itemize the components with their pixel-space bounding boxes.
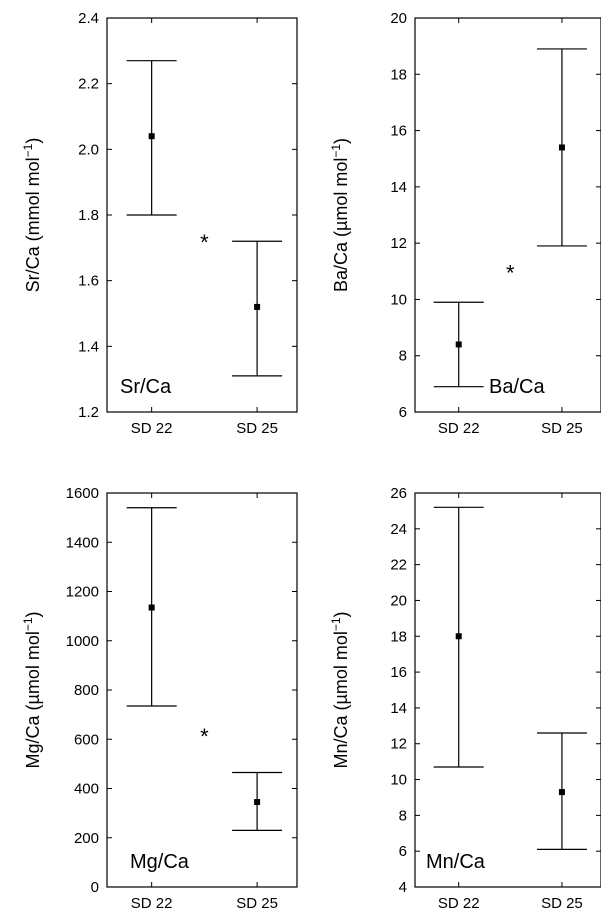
x-tick-label: SD 22 bbox=[131, 895, 173, 912]
y-tick-label: 14 bbox=[390, 700, 407, 717]
y-tick-label: 6 bbox=[399, 843, 407, 860]
y-tick-label: 2.2 bbox=[78, 76, 99, 93]
x-tick-label: SD 22 bbox=[438, 895, 480, 912]
y-axis-label-close: ) bbox=[23, 138, 43, 144]
y-tick-label: 600 bbox=[74, 731, 99, 748]
y-tick-label: 1000 bbox=[66, 633, 99, 650]
y-tick-label: 1600 bbox=[66, 485, 99, 502]
y-axis-label-main: Mn/Ca (µmol mol bbox=[331, 631, 351, 768]
x-tick-label: SD 22 bbox=[131, 420, 173, 437]
y-axis-label-main: Mg/Ca (µmol mol bbox=[23, 631, 43, 768]
y-tick-label: 200 bbox=[74, 830, 99, 847]
mean-point bbox=[455, 341, 462, 348]
x-tick-label: SD 25 bbox=[236, 895, 278, 912]
y-tick-label: 2.0 bbox=[78, 141, 99, 158]
panel-label: Mn/Ca bbox=[426, 851, 486, 873]
y-tick-label: 8 bbox=[399, 348, 407, 365]
panel-label: Mg/Ca bbox=[130, 851, 190, 873]
y-axis-label-main: Ba/Ca (µmol mol bbox=[331, 158, 351, 292]
x-tick-label: SD 25 bbox=[236, 420, 278, 437]
mean-point bbox=[148, 604, 155, 611]
y-tick-label: 4 bbox=[399, 879, 407, 896]
y-tick-label: 1.6 bbox=[78, 273, 99, 290]
y-tick-label: 12 bbox=[390, 736, 407, 753]
y-axis-label: Sr/Ca (mmol mol−1) bbox=[21, 138, 43, 293]
y-axis-label-superscript: −1 bbox=[329, 617, 343, 631]
y-axis-label-superscript: −1 bbox=[329, 144, 343, 158]
y-tick-label: 14 bbox=[390, 179, 407, 196]
y-tick-label: 18 bbox=[390, 628, 407, 645]
y-tick-label: 800 bbox=[74, 682, 99, 699]
y-tick-label: 400 bbox=[74, 781, 99, 798]
y-tick-label: 22 bbox=[390, 557, 407, 574]
y-axis-label-superscript: −1 bbox=[21, 617, 35, 631]
panel-2: 0 200 400 600 800 1000 1200 1400 1600 SD 22 SD 25 *… bbox=[21, 485, 298, 912]
y-tick-label: 24 bbox=[390, 521, 407, 538]
y-axis-label-superscript: −1 bbox=[21, 143, 35, 157]
y-tick-label: 2.4 bbox=[78, 10, 99, 27]
y-axis-label-main: Sr/Ca (mmol mol bbox=[23, 157, 43, 292]
y-tick-label: 20 bbox=[390, 10, 407, 27]
panel-label: Sr/Ca bbox=[120, 376, 172, 398]
y-tick-label: 1.8 bbox=[78, 207, 99, 224]
y-tick-label: 1.4 bbox=[78, 338, 99, 355]
x-tick-label: SD 25 bbox=[541, 420, 583, 437]
y-axis-label: Mg/Ca (µmol mol−1) bbox=[21, 611, 43, 768]
significance-star: * bbox=[200, 724, 209, 749]
panel-0: 1.2 1.4 1.6 1.8 2.0 2.2 2.4 SD 22 SD 25 * Sr/Ca Sr/… bbox=[21, 10, 298, 437]
mean-point bbox=[254, 303, 261, 310]
mean-point bbox=[148, 133, 155, 140]
y-tick-label: 12 bbox=[390, 235, 407, 252]
y-tick-label: 1.2 bbox=[78, 404, 99, 421]
y-tick-label: 10 bbox=[390, 772, 407, 789]
y-tick-label: 18 bbox=[390, 66, 407, 83]
y-tick-label: 16 bbox=[390, 664, 407, 681]
x-tick-label: SD 25 bbox=[541, 895, 583, 912]
y-axis-label: Ba/Ca (µmol mol−1) bbox=[329, 138, 351, 292]
plot-frame bbox=[414, 17, 601, 413]
y-tick-label: 26 bbox=[390, 485, 407, 502]
y-axis-label-close: ) bbox=[331, 138, 351, 144]
y-tick-label: 16 bbox=[390, 123, 407, 140]
plot-frame bbox=[106, 492, 298, 888]
y-tick-label: 20 bbox=[390, 592, 407, 609]
panel-3: 4 6 8 10 12 14 16 18 20 22 24 26 SD 22 SD 25 Mn/Ca Mn/C… bbox=[329, 485, 601, 912]
significance-star: * bbox=[506, 260, 515, 285]
y-tick-label: 0 bbox=[91, 879, 99, 896]
significance-star: * bbox=[200, 230, 209, 255]
y-axis-label: Mn/Ca (µmol mol−1) bbox=[329, 611, 351, 768]
y-tick-label: 1200 bbox=[66, 584, 99, 601]
y-tick-label: 6 bbox=[399, 404, 407, 421]
y-tick-label: 1400 bbox=[66, 534, 99, 551]
y-tick-label: 10 bbox=[390, 291, 407, 308]
plot-frame bbox=[414, 492, 601, 888]
y-axis-label-close: ) bbox=[23, 611, 43, 617]
mean-point bbox=[558, 144, 565, 151]
panel-1: 6 8 10 12 14 16 18 20 SD 22 SD 25 * Ba/Ca Ba/Ca (µmo… bbox=[329, 10, 601, 437]
mean-point bbox=[254, 799, 261, 806]
panel-label: Ba/Ca bbox=[489, 376, 545, 398]
y-axis-label-close: ) bbox=[331, 611, 351, 617]
mean-point bbox=[558, 789, 565, 796]
y-tick-label: 8 bbox=[399, 807, 407, 824]
x-tick-label: SD 22 bbox=[438, 420, 480, 437]
mean-point bbox=[455, 633, 462, 640]
